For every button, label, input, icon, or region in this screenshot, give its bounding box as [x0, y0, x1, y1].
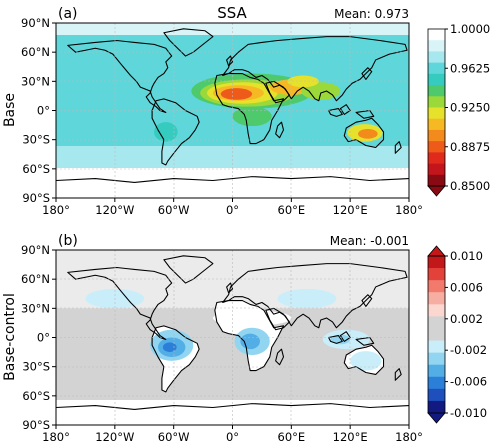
lon-tick-label: 120°W [95, 430, 134, 444]
colorbar-segment [428, 376, 445, 390]
colorbar-tick-label: -0.006 [450, 375, 487, 389]
colorbar-segment [428, 280, 445, 293]
lon-tick-label: 180° [42, 203, 70, 217]
panel-a-title: SSA [217, 4, 247, 22]
lat-tick-label: 90°S [22, 191, 50, 205]
lon-tick-label: 180° [395, 203, 423, 217]
panel-b: (b) Mean: -0.001 Base-control 90°N 60°N 30… [2, 233, 487, 444]
colorbar-segment [428, 256, 445, 269]
lon-tick-label: 120°E [333, 203, 368, 217]
panel-a: (a) SSA Mean: 0.973 Base 90°N 60°N 30°N 0° 3… [2, 4, 490, 217]
colorbar-segment [428, 96, 445, 108]
panel-b-letter: (b) [58, 233, 78, 249]
lat-tick-label: 30°N [21, 301, 50, 315]
colorbar-segment [428, 352, 445, 366]
colorbar-extend-low [427, 412, 446, 424]
colorbar-extend-low [427, 185, 446, 197]
panel-a-map [56, 23, 409, 198]
panel-b-map [56, 250, 409, 425]
lon-tick-label: 0° [226, 430, 239, 444]
colorbar-tick-label: -0.010 [450, 406, 487, 420]
colorbar-segment [428, 400, 445, 414]
lat-tick-label: 30°S [22, 133, 50, 147]
lat-tick-label: 0° [37, 331, 50, 345]
lon-tick-label: 60°W [158, 203, 190, 217]
lat-tick-label: 0° [37, 104, 50, 118]
lat-tick-label: 60°S [22, 162, 50, 176]
lat-tick-label: 60°N [21, 272, 50, 286]
colorbar-tick-label: 0.002 [450, 312, 483, 326]
colorbar-tick-label: 0.010 [450, 249, 483, 263]
lat-tick-label: 90°S [22, 418, 50, 432]
panel-a-lat-ticks: 90°N 60°N 30°N 0° 30°S 60°S 90°S [21, 16, 56, 205]
colorbar-segment [428, 51, 445, 64]
colorbar-segment [428, 129, 445, 142]
colorbar-tick-label: 0.8875 [450, 140, 490, 154]
colorbar-segment [428, 163, 445, 176]
colorbar-segment [428, 328, 445, 341]
lon-tick-label: 60°E [278, 203, 306, 217]
colorbar-segment [428, 29, 445, 41]
lon-tick-label: 120°W [95, 203, 134, 217]
colorbar-segment [428, 62, 445, 75]
panel-b-lon-ticks: 180° 120°W 60°W 0° 60°E 120°E 180° [42, 425, 423, 444]
lat-tick-label: 60°S [22, 389, 50, 403]
colorbar-segment [428, 340, 445, 354]
lon-tick-label: 0° [226, 203, 239, 217]
panel-b-colorbar: 0.010 0.006 0.002 -0.002 -0.006 -0.010 [427, 245, 487, 424]
colorbar-segment [428, 388, 445, 402]
colorbar-segment [428, 141, 445, 153]
panel-a-row-label: Base [2, 93, 18, 127]
lon-tick-label: 60°W [158, 430, 190, 444]
colorbar-segment [428, 304, 445, 317]
lon-tick-label: 120°E [333, 430, 368, 444]
colorbar-segment [428, 73, 445, 86]
colorbar-tick-label: 0.9625 [450, 61, 490, 75]
panel-a-mean: Mean: 0.973 [334, 7, 409, 21]
panel-b-lat-ticks: 90°N 60°N 30°N 0° 30°S 60°S 90°S [21, 243, 56, 432]
colorbar-segment [428, 174, 445, 187]
panel-b-row-label: Base-control [2, 293, 18, 381]
colorbar-segment [428, 107, 445, 120]
lat-tick-label: 90°N [21, 243, 50, 257]
colorbar-segment [428, 316, 445, 329]
colorbar-segment [428, 118, 445, 131]
colorbar-tick-label: -0.002 [450, 343, 487, 357]
colorbar-extend-high [427, 245, 446, 257]
colorbar-segment [428, 152, 445, 164]
lat-tick-label: 30°N [21, 74, 50, 88]
colorbar-tick-label: 1.0000 [450, 22, 490, 36]
lon-tick-label: 180° [42, 430, 70, 444]
colorbar-tick-label: 0.8500 [450, 179, 490, 193]
panel-a-colorbar: 1.0000 0.9625 0.9250 0.8875 0.8500 [427, 22, 490, 197]
colorbar-segment [428, 364, 445, 378]
panel-b-mean: Mean: -0.001 [330, 234, 409, 248]
lon-tick-label: 60°E [278, 430, 306, 444]
colorbar-segment [428, 40, 445, 52]
colorbar-tick-label: 0.006 [450, 280, 483, 294]
colorbar-segment [428, 85, 445, 97]
lon-tick-label: 180° [395, 430, 423, 444]
lat-tick-label: 90°N [21, 16, 50, 30]
lat-tick-label: 30°S [22, 360, 50, 374]
colorbar-segment [428, 292, 445, 305]
lat-tick-label: 60°N [21, 45, 50, 59]
colorbar-tick-label: 0.9250 [450, 101, 490, 115]
panel-a-letter: (a) [58, 6, 78, 22]
colorbar-segment [428, 268, 445, 281]
panel-a-lon-ticks: 180° 120°W 60°W 0° 60°E 120°E 180° [42, 198, 423, 217]
